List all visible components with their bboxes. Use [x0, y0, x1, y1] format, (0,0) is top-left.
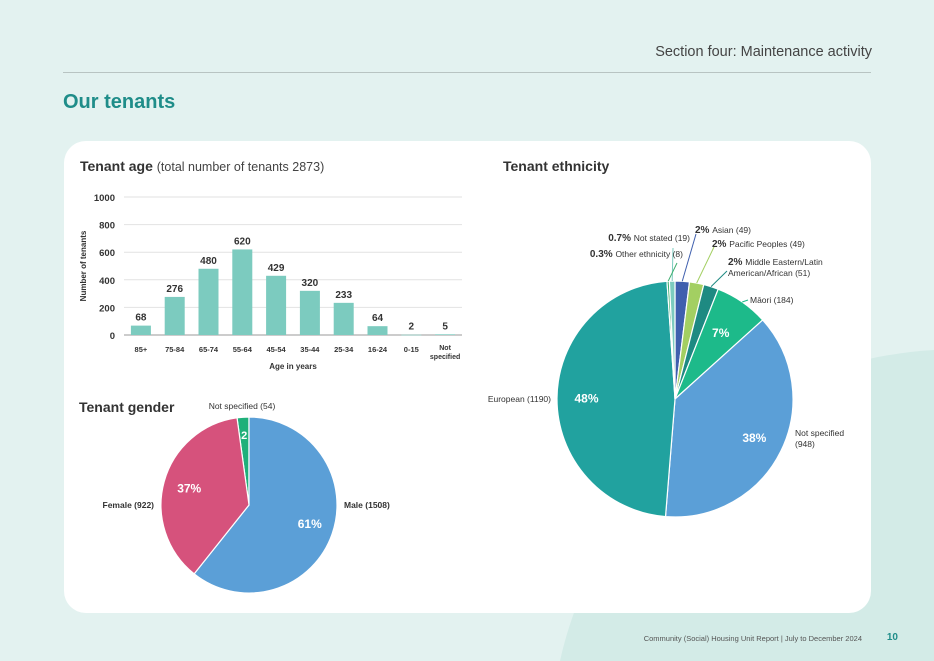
age-x-tick-label: 65-74 — [199, 345, 219, 354]
ethnicity-slice-pct-label: 7% — [712, 326, 730, 340]
gender-chart-title: Tenant gender — [79, 399, 175, 415]
ethnicity-leader-line — [742, 299, 749, 303]
age-x-tick-label: 25-34 — [334, 345, 354, 354]
ethnicity-leader-line — [667, 262, 678, 282]
age-bar — [401, 334, 422, 336]
age-bar-value-label: 276 — [166, 284, 183, 295]
age-bar-value-label: 320 — [302, 278, 319, 289]
ethnicity-slice-label: Not specified (948) — [795, 428, 844, 449]
ethnicity-slice-pct-label: 38% — [742, 431, 766, 445]
ethnicity-slice-pct-label: 48% — [574, 391, 598, 405]
age-x-tick-label: 45-54 — [267, 345, 287, 354]
age-y-tick-label: 600 — [99, 248, 115, 259]
age-subtitle: (total number of tenants 2873) — [156, 160, 325, 174]
ethnicity-slice-label: Māori (184) — [750, 295, 794, 305]
ethnicity-slice-label: 2% Pacific Peoples (49) — [712, 239, 805, 250]
age-bar — [232, 249, 253, 335]
gender-slice-pct-label: 61% — [298, 517, 322, 531]
gender-slice-label: Not specified (54) — [209, 401, 276, 411]
ethnicity-pie-chart: 2% Asian (49) 2% Pacific Peoples (49) 2% M… — [488, 225, 844, 518]
age-y-tick-label: 1000 — [94, 193, 115, 204]
page-number: 10 — [886, 632, 898, 643]
age-x-tick-label: Not — [439, 345, 451, 352]
age-y-tick-label: 200 — [99, 303, 115, 314]
age-bar — [164, 296, 185, 335]
age-title-text: Tenant age — [80, 158, 153, 174]
ethnicity-slice — [556, 280, 676, 518]
ethnicity-slice-label: 0.7% Not stated (19) — [608, 233, 690, 244]
age-bar-value-label: 480 — [200, 256, 217, 267]
age-bar — [367, 326, 388, 335]
age-bar — [299, 290, 320, 335]
age-bar-value-label: 68 — [135, 313, 147, 324]
content-card: 0 200 400 600 800 1000 68 85+ 276 75-84 480 65-74 62… — [64, 141, 871, 613]
age-bar-value-label: 233 — [335, 290, 352, 301]
gender-slice-label: Male (1508) — [344, 500, 390, 510]
age-y-tick-label: 0 — [110, 331, 115, 342]
age-bar-value-label: 64 — [372, 313, 384, 324]
ethnicity-slice-label: 2% Middle Eastern/Latin American/African … — [728, 257, 823, 278]
footer-text: Community (Social) Housing Unit Report |… — [643, 634, 862, 643]
age-bar — [435, 334, 456, 335]
ethnicity-leader-line — [696, 246, 715, 284]
age-bar — [198, 268, 219, 335]
age-x-tick-label: 75-84 — [165, 345, 185, 354]
age-x-axis-label: Age in years — [269, 362, 317, 371]
age-bar — [130, 325, 151, 335]
age-x-tick-label: 35-44 — [300, 345, 320, 354]
age-x-tick-label: 16-24 — [368, 345, 388, 354]
ethnicity-slice — [664, 319, 794, 518]
age-bar-value-label: 429 — [268, 263, 285, 274]
age-bar-value-label: 620 — [234, 236, 251, 247]
gender-slice-label: Female (922) — [103, 500, 155, 510]
ethnicity-slice-label: 0.3% Other ethnicity (8) — [590, 249, 683, 260]
gender-slice-pct-label: 37% — [177, 482, 201, 496]
age-bar-value-label: 5 — [442, 321, 448, 332]
gender-slice — [193, 416, 338, 594]
ethnicity-slice — [668, 280, 676, 400]
age-bar-chart: 0 200 400 600 800 1000 68 85+ 276 75-84 480 65-74 62… — [79, 193, 462, 371]
age-x-tick-label: 55-64 — [233, 345, 253, 354]
age-x-tick-label: 85+ — [135, 345, 148, 354]
ethnicity-leader-line — [671, 247, 674, 282]
gender-pie-chart: 2 Not specified (54) 61% Male (1508) 37% Fema… — [103, 401, 390, 594]
page-title: Our tenants — [63, 91, 176, 113]
age-x-tick-label: 0-15 — [404, 345, 419, 354]
age-y-tick-label: 400 — [99, 276, 115, 287]
age-chart-title: Tenant age (total number of tenants 2873… — [80, 158, 324, 174]
gender-slice — [160, 417, 250, 575]
age-x-tick-label: specified — [430, 354, 460, 361]
header-divider — [63, 72, 871, 73]
ethnicity-leader-line — [681, 233, 697, 282]
ethnicity-leader-line — [710, 270, 728, 288]
age-bar-value-label: 2 — [409, 322, 415, 333]
age-y-tick-label: 800 — [99, 221, 115, 232]
section-title: Section four: Maintenance activity — [655, 44, 872, 60]
age-bar — [266, 275, 287, 335]
age-bar — [333, 302, 354, 335]
age-y-axis-label: Number of tenants — [79, 230, 88, 301]
ethnicity-slice-label: 2% Asian (49) — [695, 225, 751, 236]
ethnicity-chart-title: Tenant ethnicity — [503, 158, 610, 174]
ethnicity-slice-label: European (1190) — [488, 394, 551, 404]
gender-slice-pct-label: 2 — [241, 430, 247, 442]
